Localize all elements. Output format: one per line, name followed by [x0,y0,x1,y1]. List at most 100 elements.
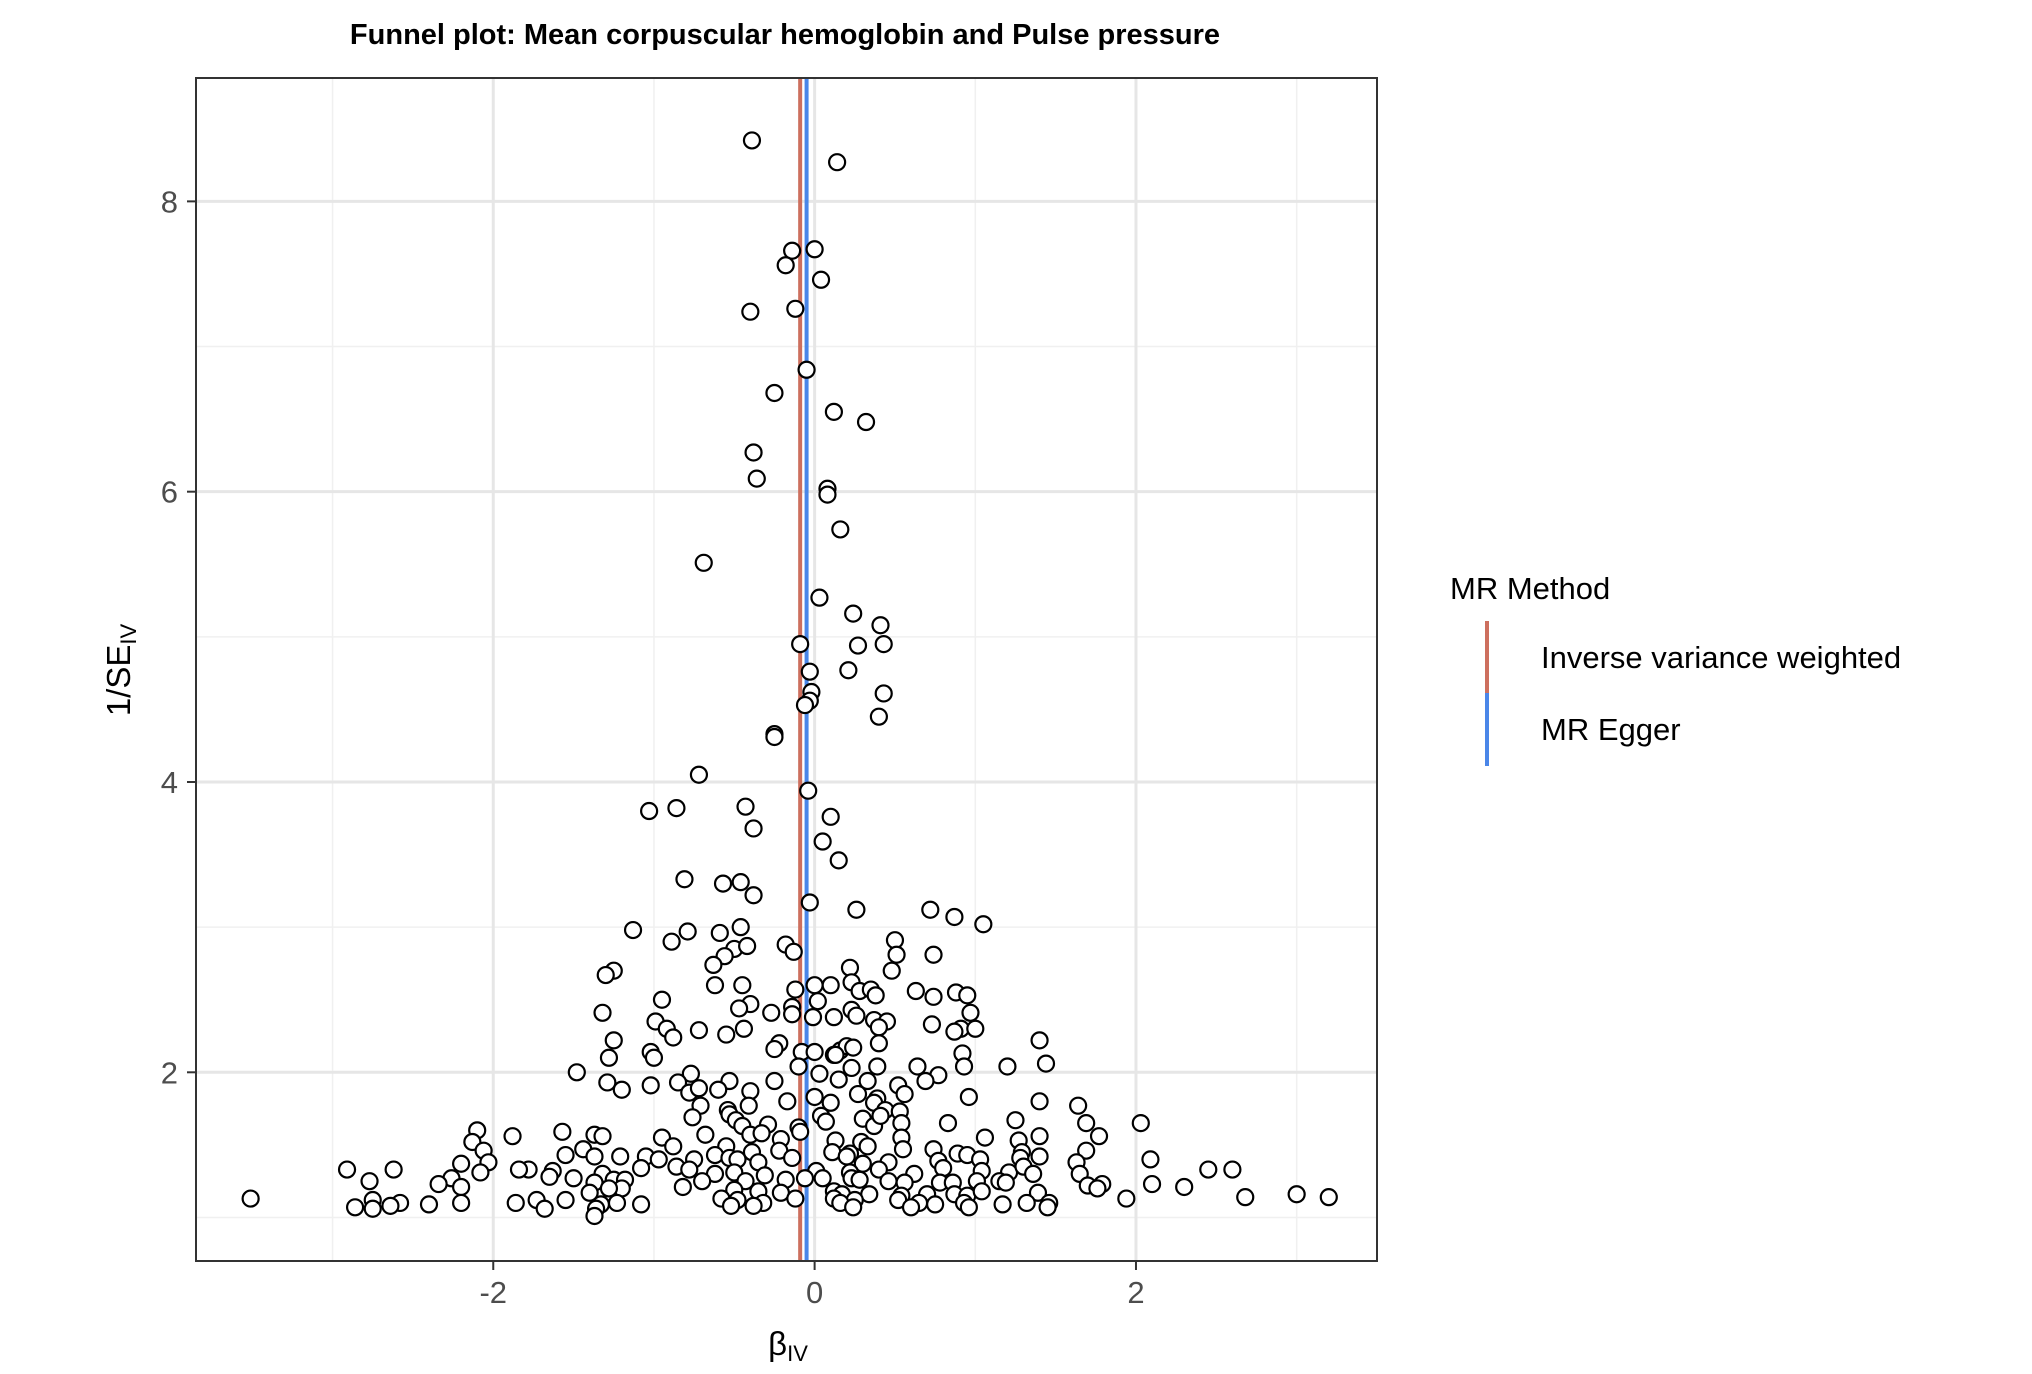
data-point [1175,1177,1194,1197]
data-point [744,886,763,905]
data-point [675,870,694,889]
data-point [959,1198,978,1217]
data-point [742,131,762,150]
data-point [689,1021,709,1040]
data-point [1030,1031,1049,1050]
data-point [829,1070,848,1089]
data-point [800,662,819,681]
x-axis-title-main: β [768,1325,787,1362]
data-point [844,604,863,623]
data-point [810,1064,829,1083]
data-point [924,987,943,1006]
data-point [752,1124,771,1143]
data-point [419,1195,439,1214]
data-point [916,1071,935,1091]
data-point [556,1145,575,1165]
data-point [954,1057,974,1076]
data-point [556,1190,575,1210]
data-point [673,1177,692,1197]
data-point [452,1193,471,1213]
data-point [452,1177,471,1197]
data-point [1089,1127,1109,1146]
data-point [593,1127,612,1146]
data-point [958,986,977,1005]
y-axis: 2 4 6 8 [161,184,196,1090]
data-point [786,1189,805,1208]
data-point [895,1084,914,1104]
data-point [607,1193,627,1213]
x-tick-label: -2 [479,1275,507,1310]
data-point [805,976,824,995]
y-axis-title-sub: IV [116,624,141,645]
x-axis-title: βIV [768,1325,808,1366]
data-point [869,707,888,726]
data-point [783,241,802,260]
y-tick-label: 4 [161,765,178,800]
data-point [611,1147,630,1166]
data-point [844,1038,863,1057]
data-point [452,1154,471,1173]
data-point [1006,1111,1025,1130]
data-point [744,1196,763,1215]
data-point [874,684,893,703]
plot-panel [195,77,1378,1262]
data-point [662,932,681,951]
data-point [1319,1188,1338,1207]
data-point [856,412,876,432]
data-point [345,1198,365,1217]
data-point [831,520,850,539]
data-point [360,1172,379,1191]
data-point [786,299,805,318]
data-point [471,1163,490,1182]
data-point [599,1179,619,1198]
data-point [765,383,784,403]
data-point [776,256,795,275]
data-point [797,360,816,379]
data-point [1030,1092,1049,1111]
data-point [739,1096,758,1115]
data-point [938,1114,958,1133]
data-point [580,1183,599,1202]
data-point [813,1169,832,1188]
data-point [906,981,925,1001]
data-point [924,945,943,964]
data-point [540,1167,559,1186]
data-point [783,1005,802,1024]
data-point [879,1172,898,1191]
data-point [882,961,901,980]
data-point [850,1170,869,1189]
data-point [623,920,643,940]
data-point [1028,1183,1048,1202]
data-point [871,616,890,635]
data-point [1030,1147,1049,1166]
data-point [1077,1114,1096,1133]
data-point [805,240,824,259]
data-point [509,1160,529,1179]
data-point [744,819,763,838]
panel-border [195,77,1378,1262]
data-point [811,270,831,289]
data-point [799,781,818,800]
data-point [241,1189,260,1208]
data-point [868,1057,887,1076]
data-point [791,634,810,654]
data-point [813,832,832,851]
data-point [1017,1193,1036,1213]
data-point [945,907,964,927]
data-point [858,1137,877,1156]
data-point [816,1112,835,1131]
data-point [694,553,713,572]
data-point [747,469,766,488]
data-point [599,1048,619,1067]
data-point [901,1198,921,1217]
y-tick-label: 2 [161,1055,178,1090]
data-point [800,893,819,912]
data-point [553,1122,572,1141]
data-point [887,945,906,964]
panel-background [196,78,1377,1261]
data-point [810,588,829,607]
data-point [1088,1179,1107,1198]
data-point [786,980,805,999]
data-point [826,1045,845,1064]
data-point [721,1196,741,1215]
